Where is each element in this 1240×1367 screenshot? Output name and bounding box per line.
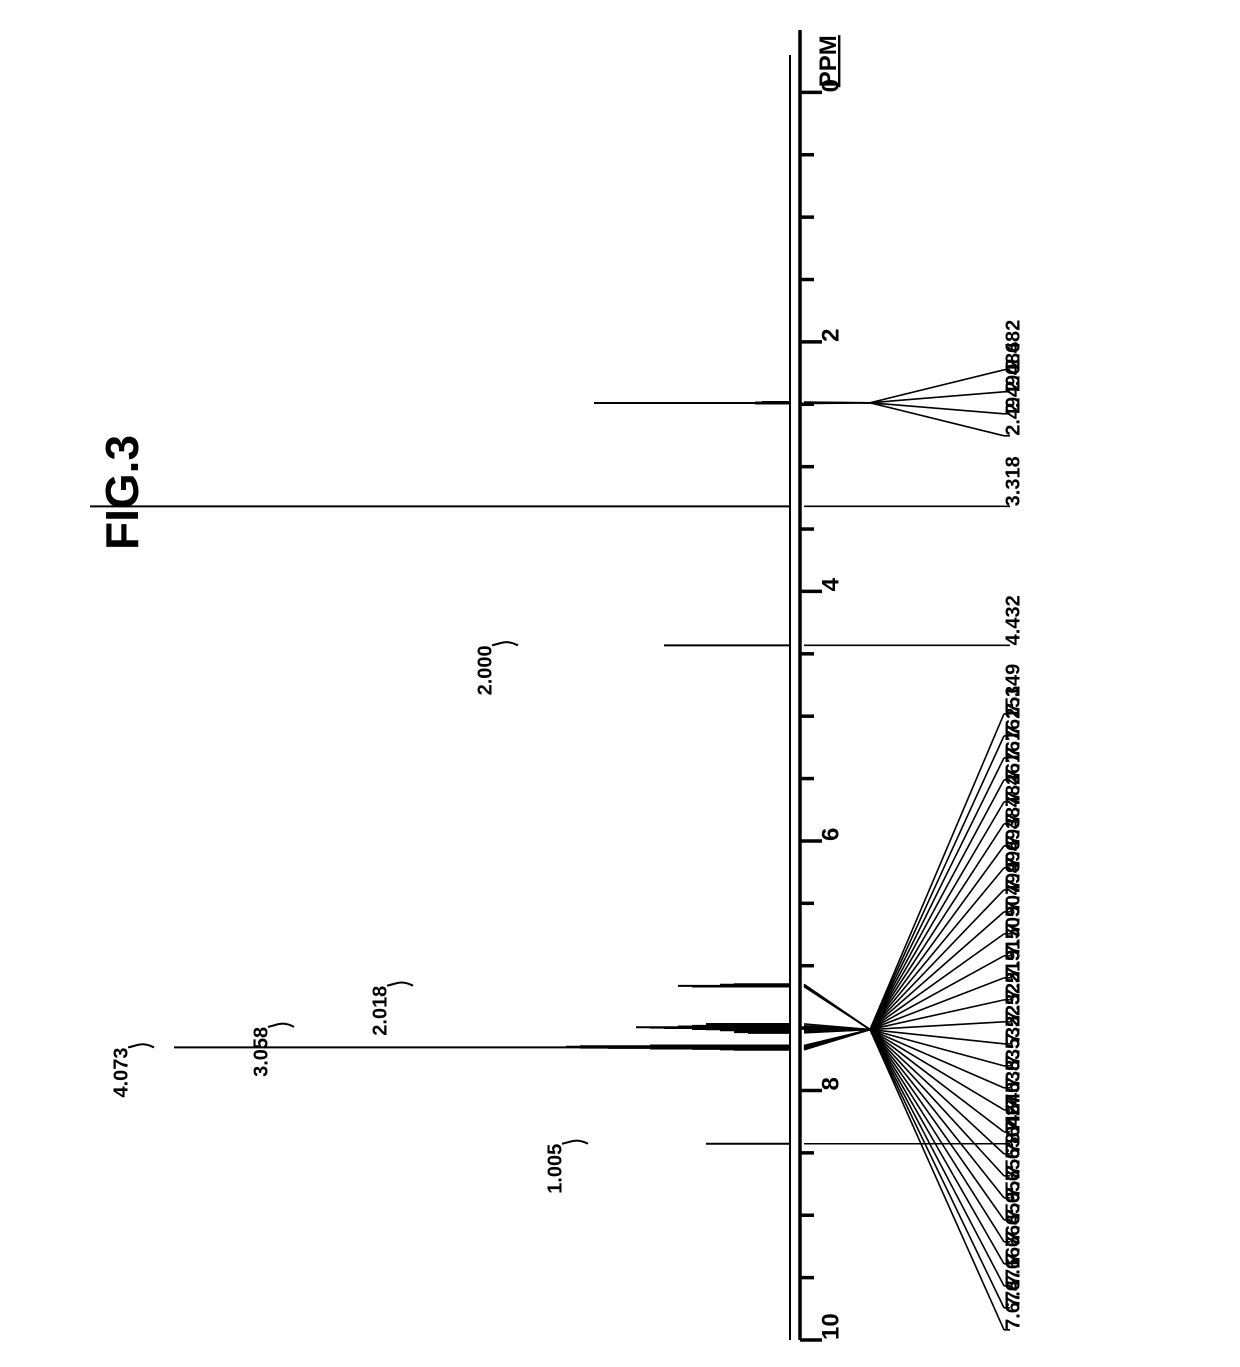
nmr-figure: FIG.3 0246810PPM2.0002.0183.0584.0731.00… bbox=[0, 0, 1240, 1367]
nmr-plot: 0246810PPM2.0002.0183.0584.0731.0052.482… bbox=[0, 0, 1240, 1367]
peak-ppm-label: 3.318 bbox=[1002, 456, 1024, 506]
peak-label-connector bbox=[804, 370, 1004, 403]
integral-tie bbox=[492, 642, 518, 645]
figure-title: FIG.3 bbox=[95, 435, 149, 550]
integral-label: 4.073 bbox=[110, 1047, 132, 1097]
peak-ppm-label: 8.427 bbox=[1002, 1094, 1024, 1144]
peak-label-connector bbox=[804, 736, 1004, 1030]
axis-tick-label: 6 bbox=[817, 828, 844, 841]
axis-tick-label: 4 bbox=[817, 577, 844, 591]
integral-label: 1.005 bbox=[544, 1144, 566, 1194]
peak-ppm-label: 4.432 bbox=[1002, 595, 1024, 645]
peak-ppm-label: 7.674 bbox=[1002, 1279, 1024, 1330]
integral-label: 2.018 bbox=[369, 986, 391, 1036]
integral-label: 2.000 bbox=[474, 645, 496, 695]
axis-unit-label: PPM bbox=[815, 35, 842, 87]
integral-label: 3.058 bbox=[250, 1027, 272, 1077]
integral-tie bbox=[387, 983, 413, 986]
axis-tick-label: 2 bbox=[817, 329, 844, 342]
peak-label-connector bbox=[804, 403, 1004, 436]
axis-tick-label: 8 bbox=[817, 1077, 844, 1090]
peak-label-connector bbox=[804, 392, 1004, 403]
integral-tie bbox=[128, 1044, 154, 1047]
peak-label-connector bbox=[804, 1030, 1004, 1110]
peak-label-connector bbox=[804, 1030, 1004, 1176]
integral-tie bbox=[268, 1024, 294, 1027]
peak-label-connector bbox=[804, 403, 1004, 414]
axis-tick-label: 10 bbox=[817, 1313, 844, 1340]
integral-tie bbox=[562, 1141, 588, 1144]
peak-ppm-label: 2.494 bbox=[1002, 385, 1024, 436]
peak-label-connector bbox=[804, 1030, 1004, 1286]
